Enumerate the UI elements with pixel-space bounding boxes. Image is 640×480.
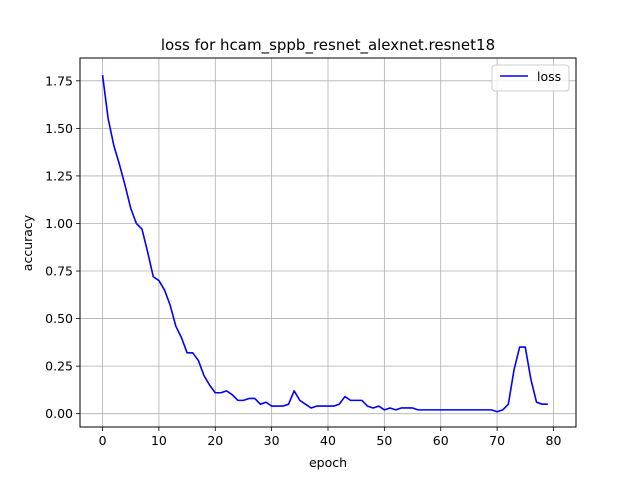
gridlines <box>80 58 576 427</box>
x-tick-label: 80 <box>546 433 562 448</box>
y-tick-label: 1.25 <box>45 168 73 183</box>
x-tick-label: 60 <box>433 433 449 448</box>
x-tick-label: 70 <box>489 433 505 448</box>
y-tick-label: 0.25 <box>45 359 73 374</box>
y-tick-label: 0.75 <box>45 264 73 279</box>
plot-frame <box>79 57 577 428</box>
x-tick-label: 20 <box>207 433 223 448</box>
y-tick-label: 1.75 <box>45 73 73 88</box>
x-axis-label: epoch <box>309 455 347 470</box>
x-tick-label: 10 <box>151 433 167 448</box>
legend-label-loss: loss <box>537 69 561 84</box>
legend-box <box>491 64 570 92</box>
chart-title: loss for hcam_sppb_resnet_alexnet.resnet… <box>161 36 495 55</box>
legend: loss <box>491 64 570 92</box>
series-line-loss <box>101 75 548 413</box>
y-axis-ticks: 0.00 0.25 0.50 0.75 1.00 1.25 1.50 1.75 <box>45 73 80 421</box>
x-tick-label: 50 <box>376 433 392 448</box>
y-tick-label: 0.50 <box>45 311 73 326</box>
x-axis-ticks: 0 10 20 30 40 50 60 70 80 <box>99 427 562 448</box>
x-tick-label: 30 <box>264 433 280 448</box>
y-axis-label: accuracy <box>20 214 35 271</box>
y-tick-label: 1.50 <box>45 121 73 136</box>
x-tick-label: 0 <box>99 433 107 448</box>
x-tick-label: 40 <box>320 433 336 448</box>
y-tick-label: 0.00 <box>45 406 73 421</box>
plot-area <box>101 75 548 413</box>
y-tick-label: 1.00 <box>45 216 73 231</box>
